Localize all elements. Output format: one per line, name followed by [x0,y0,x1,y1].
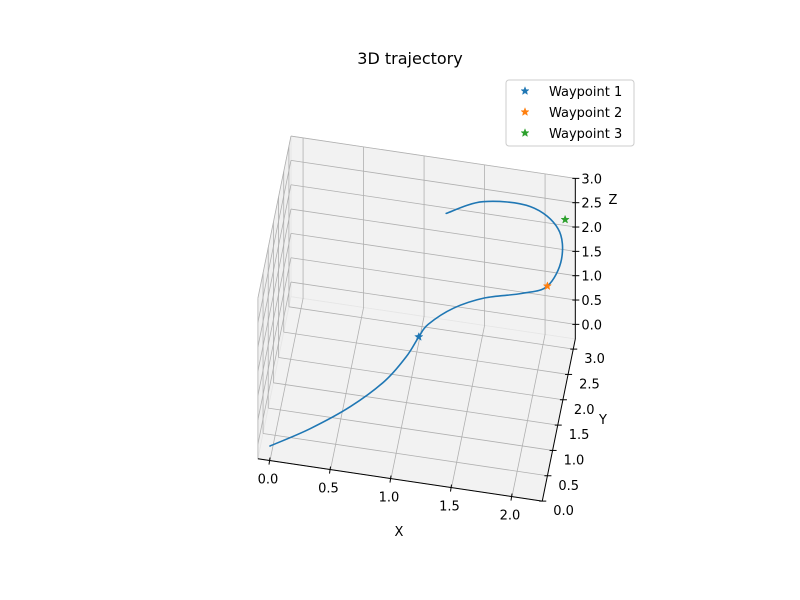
y-tick-label: 1.0 [564,453,585,468]
z-tick-label: 0.5 [581,294,602,309]
grid-line [257,281,292,445]
x-tick-label: 0.0 [258,473,279,488]
x-axis-line [257,458,543,502]
legend-label-waypoint-1: Waypoint 1 [549,85,622,100]
grid-line [290,160,576,204]
z-tick-label: 2.5 [581,197,602,212]
legend-label-waypoint-3: Waypoint 3 [549,127,622,142]
legend-marker-waypoint-2 [520,107,530,116]
grid-line [268,407,553,451]
x-tick-label: 2.0 [500,509,521,524]
z-tick-label: 1.5 [581,245,602,260]
grid-line [511,334,546,497]
grid-line [278,357,563,401]
x-axis-label: X [395,525,404,540]
grid-line [390,316,425,479]
z-axis-label: Z [609,193,618,208]
grid-line [269,298,304,461]
legend-marker-waypoint-1 [520,86,530,95]
grid-line [257,208,292,372]
grid-line [283,331,569,375]
x-tick [389,475,392,483]
y-tick-label: 2.5 [579,377,600,392]
x-tick-label: 0.5 [318,482,339,497]
x-tick-label: 1.0 [379,491,400,506]
z-tick-label: 1.0 [581,270,602,285]
y-axis-label: Y [598,413,607,428]
grid-line [290,281,576,325]
grid-line [257,233,292,396]
grid-line [290,208,576,252]
legend: Waypoint 1 Waypoint 2 Waypoint 3 [505,79,635,147]
y-tick-label: 2.0 [574,403,595,418]
plot-area [269,200,570,447]
grid-line [290,135,576,179]
axis-lines [257,178,576,502]
grid-line [288,306,574,350]
y-tick-label: 3.0 [584,352,605,367]
tick-labels: 0.0 0.5 1.0 1.5 2.0 0.0 0.5 1.0 1.5 2.0 2.5 3.0 0.0 0… [258,172,605,523]
axes-panes [257,135,576,502]
grid-line [273,382,558,426]
x-tick [510,493,513,501]
x-tick [268,457,271,465]
z-tick-label: 0.0 [581,318,602,333]
grid-line [263,433,548,477]
legend-marker-waypoint-3 [520,128,530,137]
grid-line [257,257,292,420]
grid-line [257,135,292,299]
waypoint-2-marker [542,281,552,291]
z-tick-label: 2.0 [581,221,602,236]
grid-line [451,325,485,488]
z-tick-label: 3.0 [581,172,602,187]
grid-line [330,307,364,470]
legend-label-waypoint-2: Waypoint 2 [549,106,622,121]
grid-line [290,233,576,277]
x-tick [329,466,331,474]
grid-line [290,184,576,228]
y-tick-label: 0.5 [558,479,579,494]
grid-line [257,160,292,323]
waypoint-1-marker [414,332,424,341]
y-tick-label: 0.0 [553,504,574,519]
trajectory-line [269,200,564,447]
chart-title: 3D trajectory [357,49,462,68]
axis-ticks [268,177,580,502]
x-tick [450,484,452,492]
x-tick-label: 1.5 [439,500,460,515]
legend-box [505,79,635,147]
grid-line [257,184,292,347]
waypoint-3-marker [560,214,570,224]
y-tick-label: 1.5 [569,428,590,443]
y-axis-line [541,338,576,502]
